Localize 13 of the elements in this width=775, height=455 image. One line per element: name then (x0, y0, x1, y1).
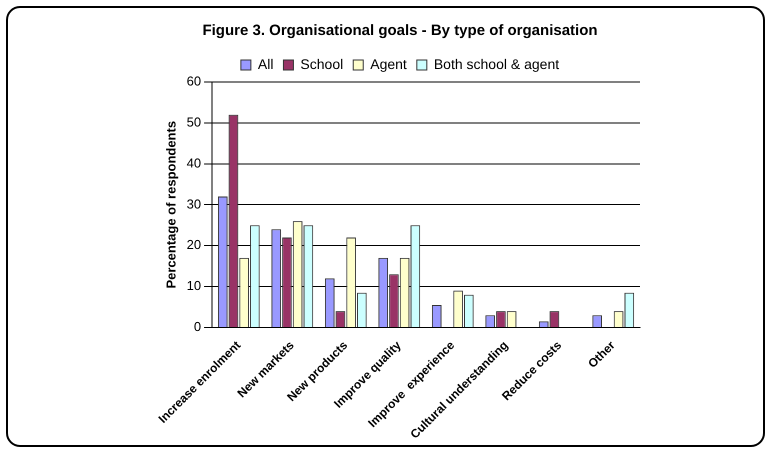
y-tick-label: 30 (186, 196, 202, 212)
y-tick-label: 0 (194, 319, 202, 334)
legend-label: Agent (370, 56, 407, 72)
chart-title: Figure 3. Organisational goals - By type of organisation (202, 22, 598, 40)
y-tick-label: 50 (186, 114, 202, 130)
y-axis-title: Percentage of respondents (163, 120, 178, 289)
y-tick-label: 20 (186, 237, 202, 252)
legend-label: School (300, 56, 344, 72)
y-tick-label: 10 (186, 278, 202, 294)
legend-label: All (258, 56, 274, 72)
legend-label: Both school & agent (434, 56, 560, 72)
y-tick-label: 40 (186, 155, 202, 170)
y-tick-label: 60 (186, 74, 202, 89)
